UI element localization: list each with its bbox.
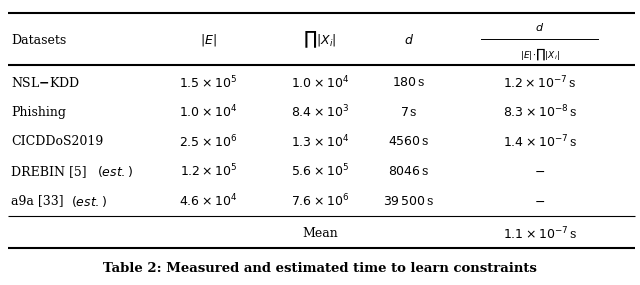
Text: $7\,$s: $7\,$s xyxy=(401,106,418,119)
Text: Mean: Mean xyxy=(302,227,338,240)
Text: $39\,500\,$s: $39\,500\,$s xyxy=(383,195,435,207)
Text: $1.4\times10^{-7}\,$s: $1.4\times10^{-7}\,$s xyxy=(502,133,577,150)
Text: $\mathit{(est.)}$: $\mathit{(est.)}$ xyxy=(72,194,108,209)
Text: $1.2\times10^5$: $1.2\times10^5$ xyxy=(180,163,237,180)
Text: Table 2: Measured and estimated time to learn constraints: Table 2: Measured and estimated time to … xyxy=(103,262,537,275)
Text: DREBIN [5]: DREBIN [5] xyxy=(11,165,86,178)
Text: $1.0\times10^4$: $1.0\times10^4$ xyxy=(291,74,349,91)
Text: $\prod|X_i|$: $\prod|X_i|$ xyxy=(303,30,337,50)
Text: $-$: $-$ xyxy=(534,195,545,207)
Text: $8046\,$s: $8046\,$s xyxy=(388,165,430,178)
Text: CICDDoS2019: CICDDoS2019 xyxy=(11,135,103,148)
Text: $-$: $-$ xyxy=(534,165,545,178)
Text: $1.0\times10^4$: $1.0\times10^4$ xyxy=(179,104,237,121)
Text: $d$: $d$ xyxy=(404,33,414,47)
Text: $\mathit{(est.)}$: $\mathit{(est.)}$ xyxy=(97,164,133,179)
Text: $2.5\times10^6$: $2.5\times10^6$ xyxy=(179,133,237,150)
Text: $8.4\times10^3$: $8.4\times10^3$ xyxy=(291,104,349,121)
Text: $5.6\times10^5$: $5.6\times10^5$ xyxy=(291,163,349,180)
Text: $7.6\times10^6$: $7.6\times10^6$ xyxy=(291,193,349,209)
Text: $8.3\times10^{-8}\,$s: $8.3\times10^{-8}\,$s xyxy=(502,104,577,121)
Text: NSL$\mathbf{-}$KDD: NSL$\mathbf{-}$KDD xyxy=(11,76,80,89)
Text: $4.6\times10^4$: $4.6\times10^4$ xyxy=(179,193,237,209)
Text: $d$: $d$ xyxy=(535,21,545,33)
Text: $1.5\times10^5$: $1.5\times10^5$ xyxy=(179,74,237,91)
Text: Phishing: Phishing xyxy=(11,106,66,119)
Text: $180\,$s: $180\,$s xyxy=(392,76,426,89)
Text: $|E|\!\cdot\!\prod|X_i|$: $|E|\!\cdot\!\prod|X_i|$ xyxy=(520,46,560,62)
Text: $1.1\times10^{-7}\,$s: $1.1\times10^{-7}\,$s xyxy=(502,225,577,242)
Text: Datasets: Datasets xyxy=(11,34,66,47)
Text: $1.3\times10^4$: $1.3\times10^4$ xyxy=(291,133,349,150)
Text: $1.2\times10^{-7}\,$s: $1.2\times10^{-7}\,$s xyxy=(503,74,577,91)
Text: a9a [33]: a9a [33] xyxy=(11,195,63,207)
Text: $|E|$: $|E|$ xyxy=(200,32,217,48)
Text: $4560\,$s: $4560\,$s xyxy=(388,135,430,148)
